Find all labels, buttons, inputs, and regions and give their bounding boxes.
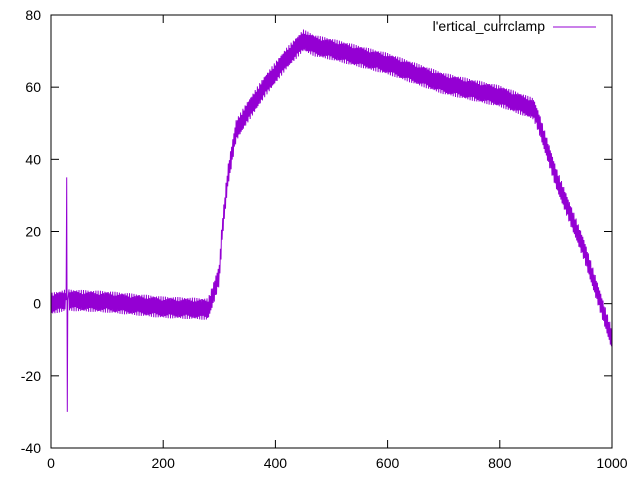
x-ticks: 0 200 400 600 800 1000 bbox=[47, 15, 628, 471]
legend-label: l'ertical_currclamp bbox=[433, 18, 546, 34]
x-tick-label: 200 bbox=[152, 455, 176, 471]
y-tick-label: 20 bbox=[25, 224, 41, 240]
x-tick-label: 1000 bbox=[596, 455, 627, 471]
y-tick-label: -20 bbox=[21, 368, 41, 384]
y-tick-label: 80 bbox=[25, 7, 41, 23]
plot-area bbox=[50, 29, 613, 412]
series-line bbox=[50, 29, 613, 412]
legend: l'ertical_currclamp bbox=[433, 18, 596, 34]
x-tick-label: 400 bbox=[264, 455, 288, 471]
y-ticks: -40 -20 0 20 40 60 80 bbox=[21, 7, 612, 456]
plot-border bbox=[50, 14, 613, 449]
y-tick-label: 40 bbox=[25, 151, 41, 167]
y-tick-label: -40 bbox=[21, 440, 41, 456]
y-tick-label: 0 bbox=[33, 296, 41, 312]
x-tick-label: 600 bbox=[376, 455, 400, 471]
x-tick-label: 800 bbox=[488, 455, 512, 471]
y-tick-label: 60 bbox=[25, 79, 41, 95]
x-tick-label: 0 bbox=[47, 455, 55, 471]
